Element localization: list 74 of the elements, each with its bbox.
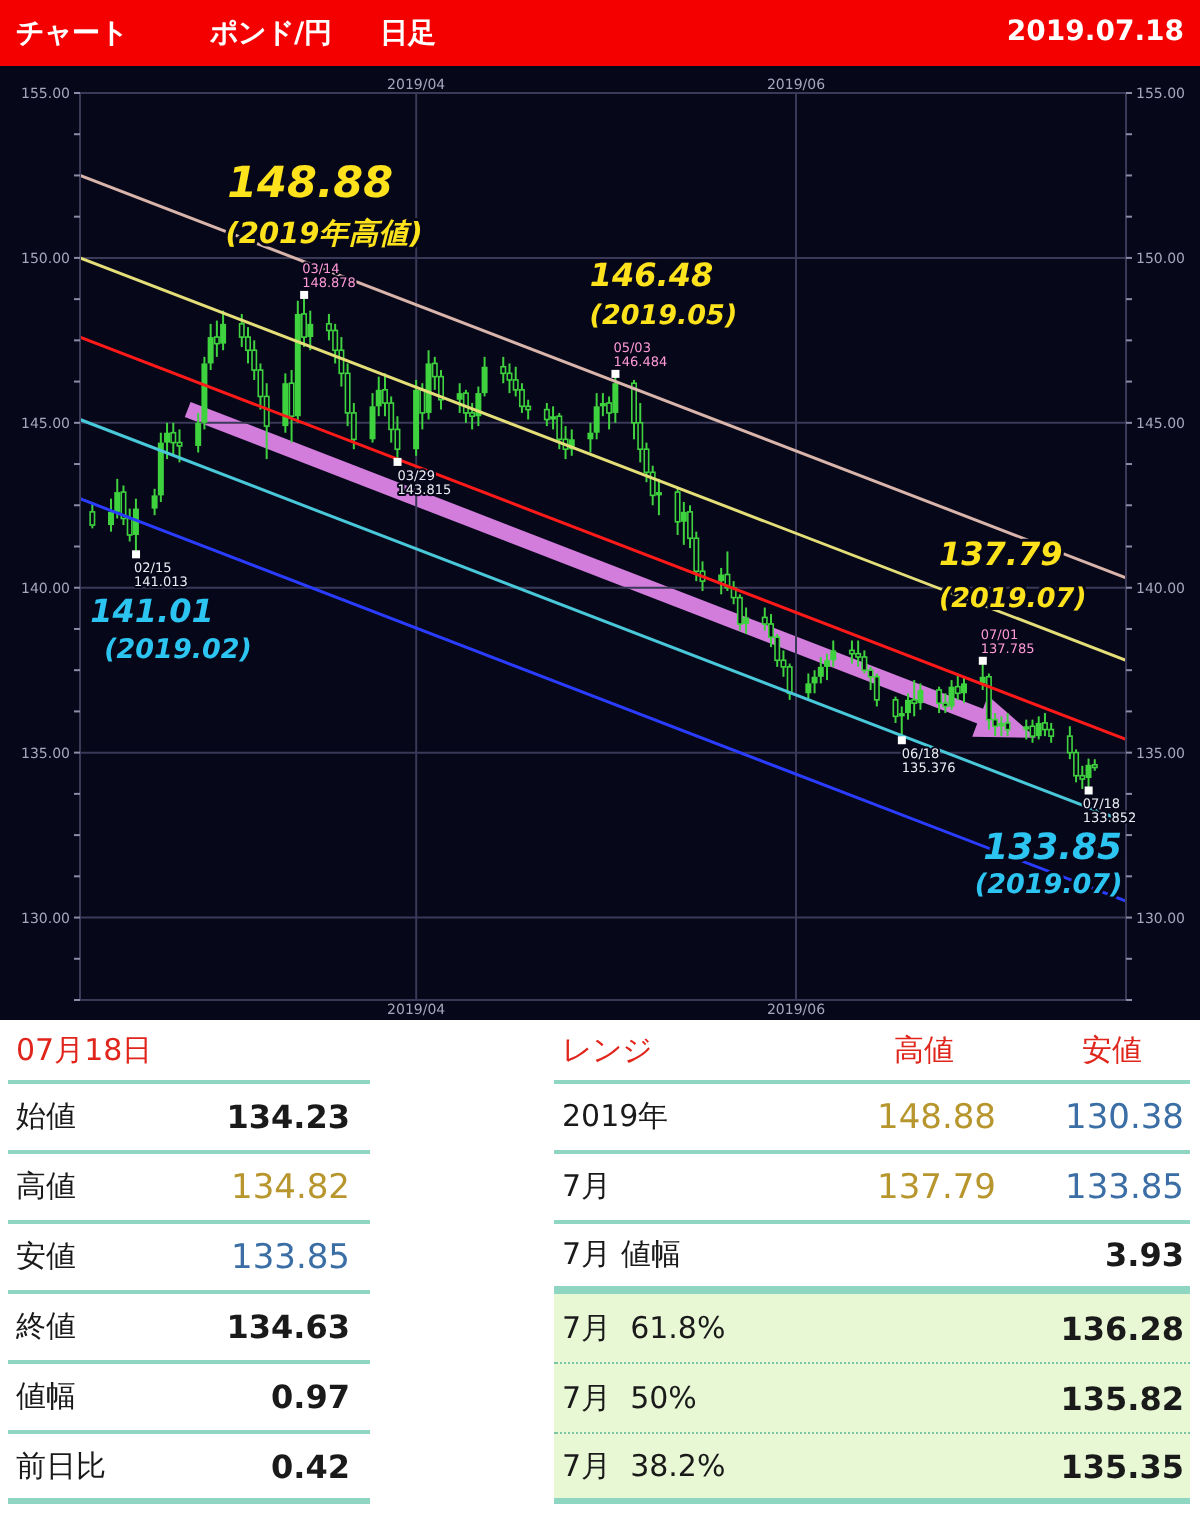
candlestick	[456, 382, 463, 414]
text: 始値	[16, 1098, 76, 1134]
candlestick	[612, 372, 619, 424]
candlestick	[220, 309, 227, 352]
annotation: 141.01	[90, 591, 214, 630]
text: 134.82	[231, 1167, 350, 1207]
chart-title: ポンド/円	[210, 18, 333, 50]
text: 148.88	[877, 1097, 996, 1137]
text: 0.97	[271, 1378, 350, 1416]
text: 高値	[16, 1168, 76, 1204]
text: 134.23	[226, 1098, 350, 1136]
text: 7月 61.8%	[562, 1309, 726, 1345]
text: レンジ	[562, 1031, 652, 1067]
candlestick	[89, 500, 96, 530]
candlestick	[985, 672, 992, 731]
annotation: 133.85	[983, 825, 1123, 868]
annotation: 146.48	[589, 255, 714, 294]
candlestick	[556, 411, 563, 451]
candlestick	[805, 672, 812, 701]
text: 134.63	[226, 1308, 350, 1346]
candlestick	[506, 362, 513, 395]
candlestick	[1048, 721, 1055, 744]
text: 前日比	[16, 1447, 106, 1483]
candlestick	[911, 679, 918, 718]
candlestick	[961, 675, 968, 705]
candlestick	[817, 655, 824, 685]
annotation: 137.79	[939, 533, 1063, 572]
candlestick	[170, 421, 177, 457]
text: 安値	[1082, 1031, 1142, 1067]
candlestick	[307, 309, 314, 352]
candlestick	[1029, 718, 1036, 744]
text: 7月 38.2%	[562, 1447, 726, 1483]
candlestick	[917, 682, 924, 711]
annotation: (2019年高値)	[225, 216, 423, 251]
annotation: (2019.05)	[589, 300, 738, 333]
candlestick	[543, 402, 550, 428]
candlestick	[462, 388, 469, 424]
text: 133.85	[1065, 1167, 1184, 1207]
text: 130.38	[1065, 1097, 1184, 1137]
chart-subtitle: 日足	[380, 18, 436, 50]
candlestick	[1023, 718, 1030, 741]
text: 137.79	[877, 1167, 996, 1207]
candlestick	[1004, 712, 1011, 738]
text: 3.93	[1105, 1236, 1184, 1274]
text: 7月	[562, 1168, 612, 1204]
text: 135.82	[1060, 1379, 1184, 1417]
text: 135.35	[1060, 1447, 1184, 1485]
candlestick	[655, 477, 662, 517]
text: 2019.07.18	[1006, 16, 1184, 48]
text: 2019年	[562, 1098, 669, 1134]
candlestick	[855, 639, 862, 668]
candlestick	[1041, 712, 1048, 738]
candlestick	[500, 355, 507, 385]
candlestick	[936, 685, 943, 715]
text: 7月 値幅	[562, 1236, 681, 1272]
candlestick	[873, 672, 880, 708]
text: 07月18日	[16, 1031, 153, 1067]
text: 7月 50%	[562, 1379, 697, 1415]
text: 136.28	[1060, 1309, 1184, 1347]
annotation: 148.88	[227, 157, 394, 208]
text: 値幅	[16, 1378, 76, 1414]
candlestick	[998, 715, 1005, 738]
text: 0.42	[271, 1447, 350, 1485]
text: 高値	[894, 1031, 954, 1067]
text: 133.85	[231, 1237, 350, 1277]
candlestick	[1035, 715, 1042, 741]
candlestick	[176, 428, 183, 464]
text: 終値	[16, 1308, 76, 1344]
candlestick	[718, 566, 725, 596]
candlestick	[948, 679, 955, 711]
text: 安値	[16, 1238, 76, 1274]
annotation: (2019.02)	[104, 634, 252, 667]
text: チャート	[16, 18, 128, 50]
candlestick	[1085, 757, 1092, 792]
